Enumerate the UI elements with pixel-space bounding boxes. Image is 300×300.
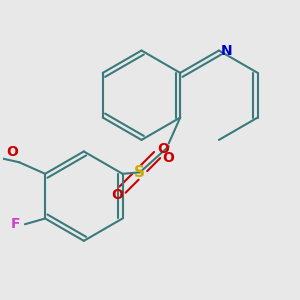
Text: S: S xyxy=(134,165,145,180)
Text: O: O xyxy=(111,188,123,203)
Text: O: O xyxy=(6,146,18,159)
Text: O: O xyxy=(163,151,175,165)
Text: O: O xyxy=(157,142,169,156)
Text: F: F xyxy=(11,217,21,231)
Text: N: N xyxy=(220,44,232,58)
